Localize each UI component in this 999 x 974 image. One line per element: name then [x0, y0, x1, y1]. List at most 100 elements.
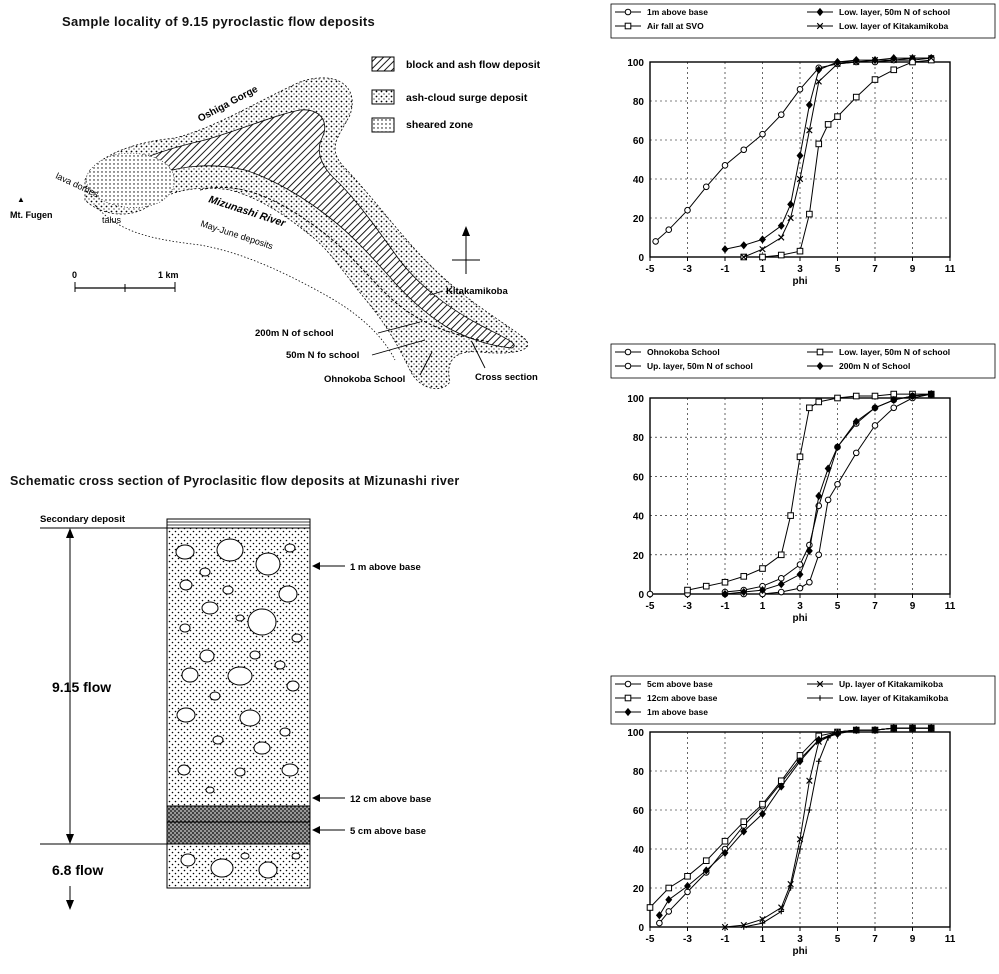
legend-label: Low. layer of Kitakamikoba: [839, 693, 949, 703]
data-point: [777, 782, 785, 791]
series-line: [655, 57, 932, 242]
data-point: [890, 725, 897, 731]
series-4: [721, 390, 935, 599]
clasts: [175, 538, 303, 879]
data-point: [909, 725, 916, 731]
data-point: [805, 546, 813, 555]
series-3: [721, 390, 935, 596]
label-kitakamikoba: Kitakamikoba: [446, 286, 508, 297]
y-tick-label: 80: [633, 97, 645, 108]
data-point: [740, 924, 747, 930]
series-5: [740, 725, 935, 930]
y-tick-label: 0: [638, 253, 644, 264]
data-point: [927, 56, 935, 64]
legend-marker: [624, 707, 632, 717]
data-point: [871, 76, 879, 83]
basal-layer-5cm: [166, 821, 311, 845]
x-tick-label: 11: [945, 934, 956, 945]
x-tick-label: 11: [945, 264, 956, 275]
data-point: [646, 904, 654, 911]
data-point: [815, 78, 822, 85]
data-point: [796, 453, 804, 461]
legend-item: Air fall at SVO: [615, 21, 704, 31]
x-tick-label: -1: [721, 601, 730, 612]
data-point: [824, 464, 832, 473]
series-2: [684, 390, 935, 594]
fugen-triangle: ▲: [17, 195, 25, 204]
label-1m-above-base: 1 m above base: [350, 562, 421, 573]
legend-item: Low. layer, 50m N of school: [807, 7, 950, 17]
data-point: [759, 586, 766, 595]
legend-item: 12cm above base: [615, 693, 718, 703]
data-point: [740, 146, 748, 154]
data-point: [740, 827, 748, 836]
x-tick-label: -5: [646, 264, 655, 275]
data-point: [815, 738, 822, 745]
series-1: [656, 724, 935, 927]
data-point: [806, 404, 813, 412]
label-50m-north: 50m N fo school: [286, 350, 359, 361]
data-point: [928, 54, 935, 62]
legend-box: [610, 3, 996, 39]
legend-box: [610, 675, 996, 725]
legend-swatch-sheared: [371, 117, 395, 133]
x-tick-label: 7: [872, 934, 878, 945]
data-point: [721, 837, 729, 845]
data-point: [787, 200, 795, 209]
section-title: Schematic cross section of Pyroclasitic …: [10, 474, 460, 488]
legend-item: Up. layer of Kitakamikoba: [807, 679, 943, 689]
series-4: [721, 724, 935, 931]
y-tick-label: 100: [627, 394, 644, 405]
scale-km: 1 km: [158, 270, 179, 280]
x-tick-label: 3: [797, 601, 803, 612]
data-point: [871, 422, 879, 429]
data-point: [909, 58, 916, 66]
legend-label: Up. layer of Kitakamikoba: [839, 679, 943, 689]
x-tick-label: 5: [835, 934, 841, 945]
data-point: [778, 908, 785, 915]
series-line: [659, 727, 932, 924]
legend-marker: [624, 348, 632, 356]
data-point: [778, 234, 785, 241]
x-tick-label: -1: [721, 264, 730, 275]
legend-item: 5cm above base: [615, 679, 713, 689]
data-point: [815, 65, 823, 74]
series-line: [724, 393, 932, 595]
may-june-outline: [94, 204, 396, 361]
data-point: [665, 884, 673, 892]
data-point: [656, 919, 663, 927]
arrow-cross-section: [471, 341, 486, 369]
legend-label: Low. layer, 50m N of school: [839, 347, 950, 357]
x-tick-label: 5: [835, 601, 841, 612]
legend-marker: [624, 8, 632, 16]
data-point: [759, 920, 766, 926]
data-point: [834, 729, 841, 735]
x-tick-label: 1: [760, 264, 766, 275]
x-tick-label: -3: [683, 934, 692, 945]
data-point: [665, 226, 673, 233]
data-point: [796, 757, 804, 766]
legend-label: Air fall at SVO: [647, 21, 704, 31]
data-point: [796, 175, 804, 183]
data-point: [740, 253, 747, 261]
legend-item: 200m N of School: [807, 361, 910, 371]
x-tick-label: -5: [646, 934, 655, 945]
data-point: [702, 183, 710, 191]
y-tick-label: 20: [633, 551, 645, 562]
data-point: [759, 800, 766, 808]
data-point: [796, 561, 804, 568]
data-point: [759, 246, 766, 253]
y-tick-label: 20: [633, 214, 645, 225]
legend: 1m above base Low. layer, 50m N of school…: [610, 3, 996, 39]
label-5cm-above-base: 5 cm above base: [350, 826, 426, 837]
legend-marker: [817, 695, 823, 701]
data-point: [796, 584, 804, 592]
x-tick-label: 5: [835, 264, 841, 275]
series-3: [740, 56, 935, 261]
legend-marker: [624, 680, 632, 688]
data-point: [759, 235, 766, 244]
label-may-june: May-June deposits: [199, 218, 274, 251]
x-axis-label: phi: [793, 276, 808, 287]
legend-label: 1m above base: [647, 7, 708, 17]
x-tick-label: -3: [683, 264, 692, 275]
